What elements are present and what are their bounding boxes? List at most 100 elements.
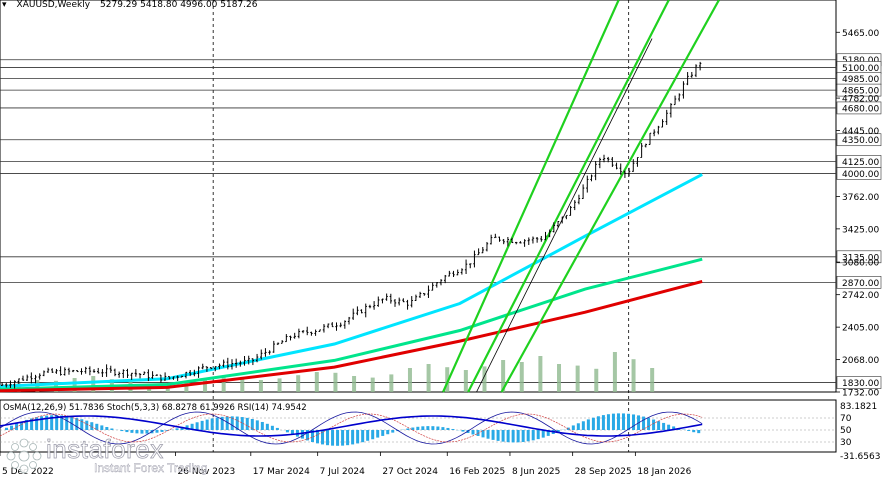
watermark: instaforex Instant Forex Trading — [4, 436, 207, 476]
time-tick-label-2: 17 Mar 2024 — [253, 467, 310, 477]
price-tick-label-9: 1732.00 — [842, 389, 879, 399]
level-label-9: 2870.00 — [842, 279, 879, 289]
osma-bar-85 — [426, 426, 429, 430]
osma-bar-32 — [161, 430, 164, 432]
volume-bar-14 — [278, 378, 282, 392]
osma-bar-114 — [572, 425, 575, 430]
osma-bar-94 — [472, 430, 475, 434]
symbol-label: XAUUSD,Weekly — [17, 0, 91, 10]
osma-bar-25 — [125, 430, 128, 432]
level-label-4: 4680.00 — [842, 104, 879, 114]
osma-bar-103 — [517, 430, 520, 442]
osma-bar-90 — [451, 429, 454, 430]
osma-bar-107 — [537, 430, 540, 439]
osma-bar-57 — [286, 430, 289, 432]
osma-bar-68 — [341, 430, 344, 446]
price-pane-frame — [0, 0, 836, 392]
osma-bar-74 — [371, 430, 374, 439]
volume-bar-13 — [259, 380, 263, 392]
price-tick-label-2: 4445.00 — [842, 127, 879, 137]
moving-average-0 — [0, 174, 702, 386]
osma-bar-139 — [697, 430, 700, 433]
volume-bar-17 — [333, 373, 337, 392]
osma-bar-89 — [446, 428, 449, 430]
osma-bar-84 — [421, 426, 424, 430]
osma-bar-42 — [211, 418, 214, 430]
ohlc-values: 5279.29 5418.80 4996.00 5187.26 — [100, 0, 257, 10]
osma-bar-129 — [647, 418, 650, 430]
osma-bar-81 — [406, 429, 409, 430]
osma-bar-26 — [130, 430, 133, 433]
osc-scale-2: 50 — [840, 426, 852, 436]
channel-line-1 — [468, 0, 669, 392]
osma-bar-92 — [461, 430, 464, 432]
volume-bar-32 — [613, 352, 617, 392]
osma-bar-71 — [356, 430, 359, 443]
osma-bar-51 — [256, 420, 259, 430]
osma-bar-60 — [301, 430, 304, 439]
volume-bar-21 — [408, 368, 412, 392]
osma-bar-1 — [5, 428, 8, 430]
osma-bar-98 — [492, 430, 495, 440]
osma-bar-78 — [391, 430, 394, 433]
volume-bar-10 — [203, 379, 207, 392]
osc-scale-1: 70 — [840, 414, 852, 424]
level-label-7: 4000.00 — [842, 170, 879, 180]
osma-bar-118 — [592, 418, 595, 430]
price-tick-label-5: 3080.00 — [842, 259, 879, 269]
osma-bar-55 — [276, 428, 279, 430]
volume-bar-28 — [538, 356, 542, 392]
watermark-tagline: Instant Forex Trading — [94, 461, 207, 475]
osma-bar-130 — [652, 420, 655, 430]
price-tick-label-7: 2405.00 — [842, 324, 879, 334]
osma-bar-83 — [416, 427, 419, 430]
price-tick-label-8: 2068.00 — [842, 356, 879, 366]
volume-bar-16 — [315, 372, 319, 392]
osma-bar-105 — [527, 430, 530, 441]
volume-bar-22 — [427, 364, 431, 392]
osma-bar-119 — [597, 416, 600, 430]
osma-bar-20 — [100, 425, 103, 430]
osma-bar-124 — [622, 413, 625, 430]
time-tick-label-8: 18 Jan 2026 — [637, 467, 691, 477]
price-tick-label-1: 4782.00 — [842, 95, 879, 105]
oscillator-label: OsMA(12,26,9) 51.7836 Stoch(5,3,3) 68.82… — [3, 403, 307, 413]
osma-bar-24 — [120, 430, 123, 431]
level-label-5: 4350.00 — [842, 136, 879, 146]
volume-bar-24 — [464, 370, 468, 392]
osma-bar-97 — [487, 430, 490, 439]
osma-bar-106 — [532, 430, 535, 440]
price-tick-label-4: 3425.00 — [842, 225, 879, 235]
osma-bar-76 — [381, 430, 384, 436]
osma-bar-16 — [80, 419, 83, 430]
chart-header: ▾ XAUUSD,Weekly 5279.29 5418.80 4996.00 … — [2, 0, 257, 10]
osma-bar-43 — [216, 418, 219, 430]
osma-bar-67 — [336, 430, 339, 446]
osma-bar-116 — [582, 421, 585, 430]
time-tick-label-4: 27 Oct 2024 — [382, 467, 438, 477]
osma-bar-21 — [105, 427, 108, 430]
osma-bar-49 — [246, 418, 249, 430]
rsi-line — [0, 416, 702, 436]
osma-bar-27 — [135, 430, 138, 433]
osma-bar-128 — [642, 417, 645, 430]
volume-bar-29 — [557, 364, 561, 392]
osma-bar-65 — [326, 430, 329, 445]
time-tick-label-5: 16 Feb 2025 — [449, 467, 505, 477]
channel-line-0 — [443, 0, 619, 392]
volume-bar-18 — [352, 376, 356, 392]
osma-bar-66 — [331, 430, 334, 446]
volume-bar-15 — [296, 375, 300, 392]
volume-bar-20 — [389, 374, 393, 392]
osma-bar-122 — [612, 414, 615, 430]
price-tick-label-3: 3762.00 — [842, 193, 879, 203]
osc-scale-4: -31.6563 — [840, 452, 880, 462]
osma-bar-102 — [512, 430, 515, 442]
osma-bar-120 — [602, 415, 605, 430]
osma-bar-126 — [632, 414, 635, 430]
osma-bar-13 — [65, 416, 68, 430]
dropdown-arrow-icon[interactable]: ▾ — [2, 0, 7, 10]
time-tick-label-7: 28 Sep 2025 — [575, 467, 632, 477]
volume-bar-30 — [576, 366, 580, 392]
